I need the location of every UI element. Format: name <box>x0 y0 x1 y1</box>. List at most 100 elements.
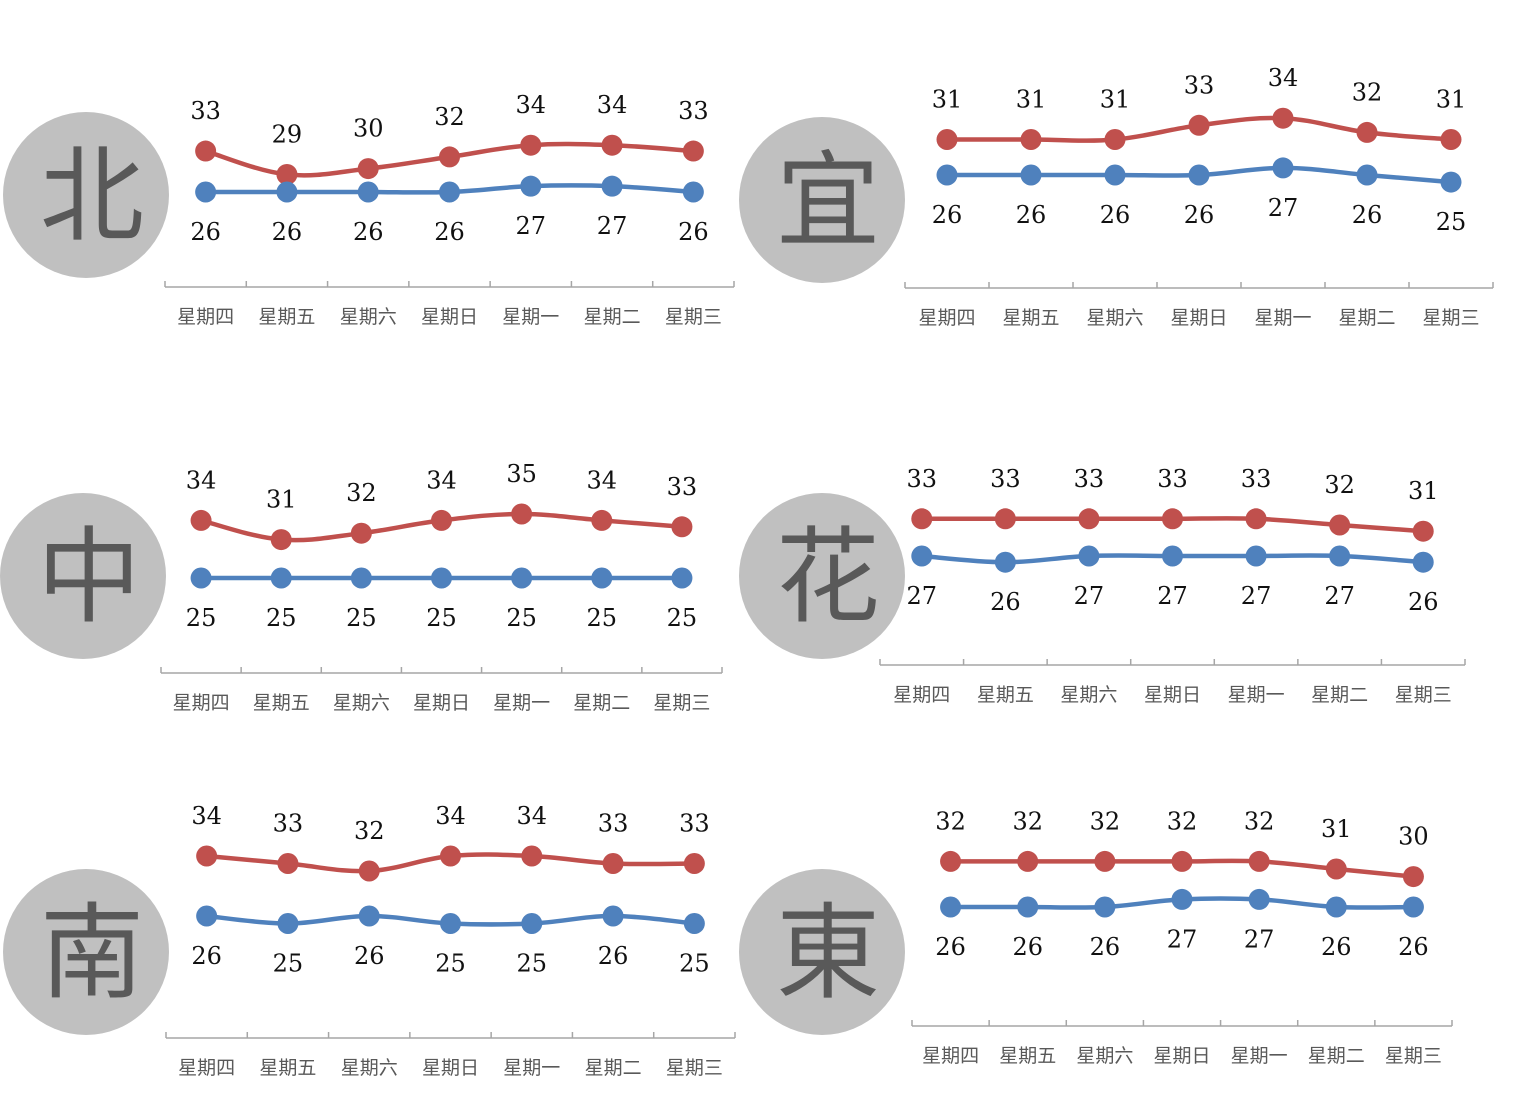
data-label-low: 26 <box>990 588 1021 616</box>
data-point-high <box>1440 129 1462 150</box>
data-point-high <box>1188 114 1210 136</box>
data-label-high: 35 <box>506 460 537 488</box>
x-tick-label: 星期五 <box>253 692 310 714</box>
data-label-high: 33 <box>667 473 698 501</box>
x-axis: 星期四 星期五 星期六 星期日 星期一 星期二 星期三 <box>165 1032 736 1079</box>
data-point-high <box>276 163 298 185</box>
data-label-low: 26 <box>1408 588 1439 616</box>
data-label-high: 33 <box>907 465 938 493</box>
data-label-high: 31 <box>1100 86 1131 114</box>
x-axis: 星期四 星期五 星期六 星期日 星期一 星期二 星期三 <box>879 659 1466 706</box>
x-tick-label: 星期五 <box>1002 307 1059 329</box>
data-label-low: 27 <box>1244 925 1275 953</box>
data-label-high: 32 <box>1352 78 1383 106</box>
data-label-low: 27 <box>1157 582 1188 610</box>
data-label-high: 31 <box>266 486 297 514</box>
data-label-low: 26 <box>678 218 709 246</box>
data-label-low: 26 <box>598 942 629 970</box>
data-point-low <box>1020 164 1042 186</box>
x-tick-label: 星期三 <box>1385 1045 1442 1067</box>
x-tick-label: 星期三 <box>665 306 722 328</box>
data-label-low: 25 <box>679 950 710 978</box>
data-label-high: 33 <box>1184 71 1215 99</box>
series-high-temp: 31 31 31 33 34 32 31 <box>932 64 1467 150</box>
data-label-high: 32 <box>1244 807 1275 835</box>
data-label-high: 30 <box>353 115 384 143</box>
data-point-low <box>602 905 624 927</box>
series-high-temp: 32 32 32 32 32 31 30 <box>935 807 1429 888</box>
x-tick-label: 星期二 <box>584 306 641 328</box>
data-label-low: 25 <box>435 950 466 978</box>
data-point-low <box>940 896 962 918</box>
data-label-high: 33 <box>1074 465 1105 493</box>
data-label-low: 27 <box>1324 582 1355 610</box>
x-tick-label: 星期日 <box>1153 1045 1210 1067</box>
data-point-low <box>440 913 461 934</box>
data-point-low <box>1078 545 1100 567</box>
data-label-low: 26 <box>190 218 221 246</box>
series-high-temp: 34 33 32 34 34 33 33 <box>191 802 710 882</box>
data-label-low: 26 <box>932 201 963 229</box>
x-tick-label: 星期一 <box>1254 307 1311 329</box>
data-point-low <box>936 164 958 186</box>
data-label-high: 34 <box>517 802 548 830</box>
region-label: 花 <box>776 516 880 638</box>
data-point-high <box>350 522 372 544</box>
x-tick-label: 星期日 <box>421 306 478 328</box>
data-point-high <box>1325 858 1347 880</box>
data-label-high: 31 <box>1408 477 1439 505</box>
region-label: 東 <box>776 892 880 1014</box>
data-point-low <box>591 567 613 589</box>
data-label-high: 34 <box>1268 64 1299 92</box>
data-label-high: 33 <box>273 810 304 838</box>
data-point-high <box>357 158 379 180</box>
data-point-low <box>1017 896 1039 918</box>
data-label-high: 33 <box>190 97 221 125</box>
data-label-low: 26 <box>191 942 222 970</box>
x-tick-label: 星期六 <box>1076 1045 1133 1067</box>
data-point-high <box>1329 514 1351 536</box>
data-point-high <box>1104 129 1126 150</box>
data-point-low <box>671 567 693 589</box>
x-tick-label: 星期三 <box>666 1057 723 1079</box>
region-badge: 花 <box>739 493 905 659</box>
data-point-high <box>1245 508 1267 530</box>
data-point-low <box>196 905 218 927</box>
data-point-high <box>1356 121 1378 143</box>
x-tick-label: 星期日 <box>413 692 470 714</box>
data-point-low <box>1171 888 1193 910</box>
data-label-high: 31 <box>1436 86 1467 114</box>
x-tick-label: 星期二 <box>1308 1045 1365 1067</box>
data-label-low: 27 <box>1241 582 1272 610</box>
x-tick-label: 星期三 <box>1395 684 1452 706</box>
data-point-high <box>1094 850 1116 872</box>
data-label-high: 33 <box>990 465 1021 493</box>
x-tick-label: 星期四 <box>178 1057 235 1079</box>
data-point-low <box>1104 164 1126 186</box>
data-point-low <box>1402 896 1424 918</box>
x-tick-label: 星期六 <box>1086 307 1143 329</box>
data-point-high <box>440 845 461 867</box>
data-label-low: 25 <box>506 604 537 632</box>
data-label-high: 34 <box>516 91 547 119</box>
region-badge-circle <box>3 869 169 1035</box>
data-label-high: 29 <box>272 120 303 148</box>
data-point-high <box>196 845 218 867</box>
data-label-high: 32 <box>1324 471 1355 499</box>
data-label-high: 32 <box>354 817 385 845</box>
x-tick-label: 星期六 <box>340 306 397 328</box>
data-label-low: 26 <box>272 218 303 246</box>
x-tick-label: 星期日 <box>1144 684 1201 706</box>
x-tick-label: 星期二 <box>1338 307 1395 329</box>
data-point-low <box>601 175 623 197</box>
data-point-high <box>940 850 962 872</box>
data-label-high: 33 <box>1157 465 1188 493</box>
data-point-low <box>1094 896 1116 918</box>
data-point-low <box>994 551 1016 573</box>
x-tick-label: 星期三 <box>653 692 710 714</box>
region-badge: 宜 <box>739 117 905 283</box>
